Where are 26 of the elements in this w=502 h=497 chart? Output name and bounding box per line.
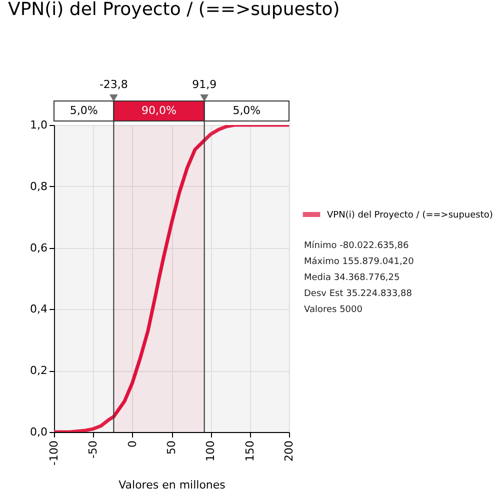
y-tick-label: 0,8 [30,180,48,193]
x-tick-label: 100 [204,440,218,462]
x-tick-label: -50 [86,440,100,458]
x-axis-title: Valores en millones [118,478,226,492]
band-label: 90,0% [142,104,176,117]
y-tick-label: 1,0 [30,118,48,132]
text: Desv Est 35.224.833,88 [304,289,412,299]
text: Valores 5000 [304,305,363,315]
x-tick-label: -100 [48,440,60,466]
y-tick-label: 0,4 [30,302,48,316]
text: Máximo 155.879.041,20 [304,256,414,267]
x-tick-label: 0 [126,440,139,448]
band-label: 5,0% [70,104,98,117]
ref-line-label: 91,9 [192,78,217,91]
x-tick-label: 150 [243,440,256,462]
y-tick-label: 0,2 [30,364,48,378]
chart-title: VPN(i) del Proyecto / (==>supuesto) [8,0,340,20]
legend-label: VPN(i) del Proyecto / (==>supuesto) [327,210,493,220]
y-tick-label: 0,0 [30,426,48,438]
band-label: 5,0% [232,104,261,117]
x-tick-label: 200 [282,440,296,462]
y-tick-label: 0,6 [30,241,48,254]
x-tick-label: 50 [165,440,178,454]
ref-line-label: -23,8 [99,78,128,91]
text: Media 34.368.776,25 [304,273,400,283]
text: Mínimo -80.022.635,86 [304,240,409,251]
